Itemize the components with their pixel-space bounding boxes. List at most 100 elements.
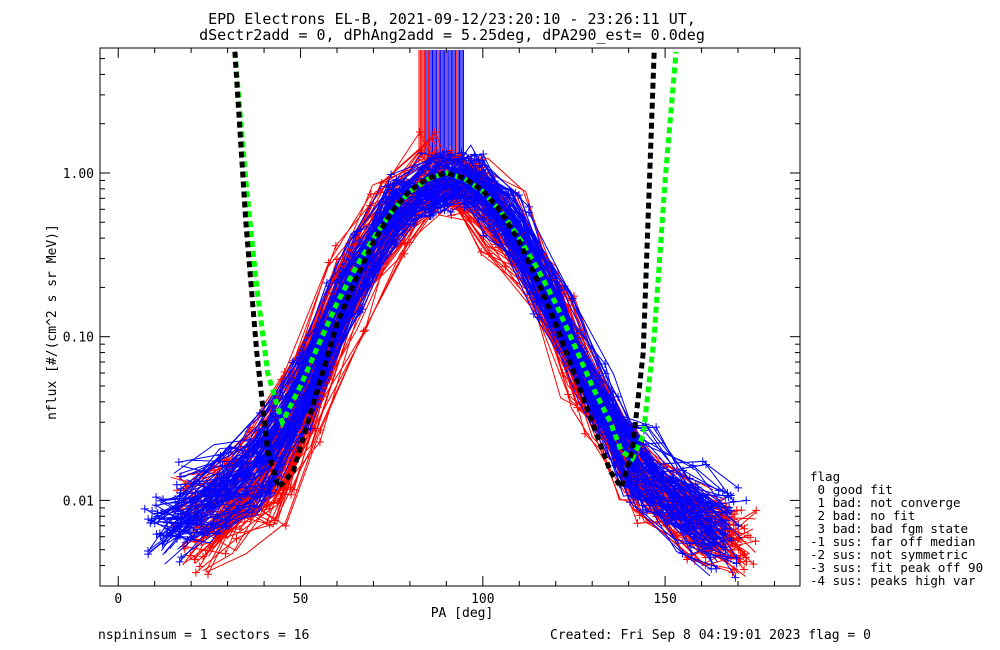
series-blue-point — [734, 483, 743, 492]
series-blue-point — [627, 491, 636, 500]
series-blue-point — [382, 192, 391, 201]
chart-title-line1: EPD Electrons EL-B, 2021-09-12/23:20:10 … — [208, 10, 696, 28]
series-blue-point — [256, 460, 265, 469]
series-blue-point — [355, 236, 364, 245]
plot-area — [140, 50, 761, 582]
series-red-point — [331, 241, 340, 250]
series-red-point — [287, 490, 296, 499]
series-red-point — [484, 249, 493, 258]
series-blue-point — [719, 543, 728, 552]
series-blue-point — [140, 504, 149, 513]
series-red-point — [221, 549, 230, 558]
series-blue-point — [152, 493, 161, 502]
series-red-point — [186, 551, 195, 560]
series-blue-point — [144, 515, 153, 524]
series-red-point — [315, 438, 324, 447]
series-blue-point — [693, 483, 702, 492]
series-blue-curve — [177, 179, 728, 548]
series-red-point — [190, 555, 199, 564]
series-blue-point — [479, 150, 488, 159]
series-blue-point — [688, 519, 697, 528]
series-blue-point — [175, 492, 184, 501]
series-red-point — [751, 537, 760, 546]
series-blue-point — [144, 547, 153, 556]
series-blue-point — [187, 533, 196, 542]
series-blue-point — [387, 170, 396, 179]
series-blue-point — [382, 203, 391, 212]
fit-curve-black — [232, 51, 657, 494]
series-blue-point — [451, 188, 460, 197]
series-red-point — [746, 533, 755, 542]
series-blue-point — [156, 496, 165, 505]
y-tick-label: 1.00 — [63, 167, 94, 182]
series-blue-point — [614, 392, 623, 401]
axes-box — [99, 47, 801, 587]
series-blue-curve — [159, 171, 725, 548]
legend-item: -4 sus: peaks high var — [810, 573, 976, 588]
series-blue-point — [355, 308, 364, 317]
series-blue-point — [427, 153, 436, 162]
series-red-point — [447, 211, 456, 220]
series-red-point — [743, 531, 752, 540]
series-red-point — [732, 506, 741, 515]
series-blue-point — [442, 147, 451, 156]
y-tick-label: 0.10 — [63, 331, 94, 346]
series-blue-point — [175, 527, 184, 536]
series-blue-point — [721, 545, 730, 554]
series-blue-point — [195, 477, 204, 486]
series-red-point — [564, 390, 573, 399]
series-blue-point — [152, 530, 161, 539]
series-red-point — [580, 429, 589, 438]
series-blue-curve — [154, 152, 717, 539]
series-red-point — [281, 521, 290, 530]
series-blue-point — [446, 151, 455, 160]
legend-title: flag — [810, 469, 840, 484]
series-red-point — [195, 562, 204, 571]
series-blue-point — [725, 534, 734, 543]
series-blue-point — [723, 554, 732, 563]
series-blue-point — [443, 199, 452, 208]
series-red-point — [366, 190, 375, 199]
series-blue-point — [436, 202, 445, 211]
legend-item: -1 sus: far off median — [810, 534, 976, 549]
flag-legend: flag 0 good fit 1 bad: not converge 2 ba… — [810, 469, 983, 588]
series-blue-point — [581, 384, 590, 393]
series-blue-point — [634, 474, 643, 483]
x-tick-label: 150 — [653, 592, 676, 607]
footer-left: nspininsum = 1 sectors = 16 — [98, 628, 309, 643]
series-red-point — [752, 506, 761, 515]
series-red-point — [191, 568, 200, 577]
series-red-point — [633, 519, 642, 528]
series-blue-point — [208, 503, 217, 512]
series-red-point — [740, 565, 749, 574]
series-blue-curve — [185, 154, 735, 514]
series-blue-point — [186, 498, 195, 507]
series-blue-point — [432, 163, 441, 172]
series-blue-point — [470, 150, 479, 159]
series-blue-point — [726, 506, 735, 515]
series-blue-point — [724, 493, 733, 502]
series-blue-point — [174, 458, 183, 467]
series-red-point — [749, 560, 758, 569]
series-blue-point — [680, 479, 689, 488]
fit-curve-green — [232, 51, 679, 463]
series-blue-point — [479, 231, 488, 240]
series-blue-curve — [179, 159, 726, 535]
series-red-point — [415, 127, 424, 136]
series-blue-point — [417, 149, 426, 158]
series-blue-point — [226, 444, 235, 453]
series-red-point — [270, 516, 279, 525]
series-blue-point — [626, 498, 635, 507]
series-blue-point — [734, 521, 743, 530]
series-blue-point — [524, 202, 533, 211]
series-blue-point — [438, 150, 447, 159]
series-red-point — [742, 557, 751, 566]
series-blue-point — [388, 195, 397, 204]
legend-item: -3 sus: fit peak off 90 — [810, 560, 983, 575]
series-blue-point — [173, 514, 182, 523]
series-blue-curve — [189, 180, 739, 503]
series-blue-point — [424, 205, 433, 214]
series-blue-curve — [164, 177, 716, 547]
series-red-point — [400, 238, 409, 247]
